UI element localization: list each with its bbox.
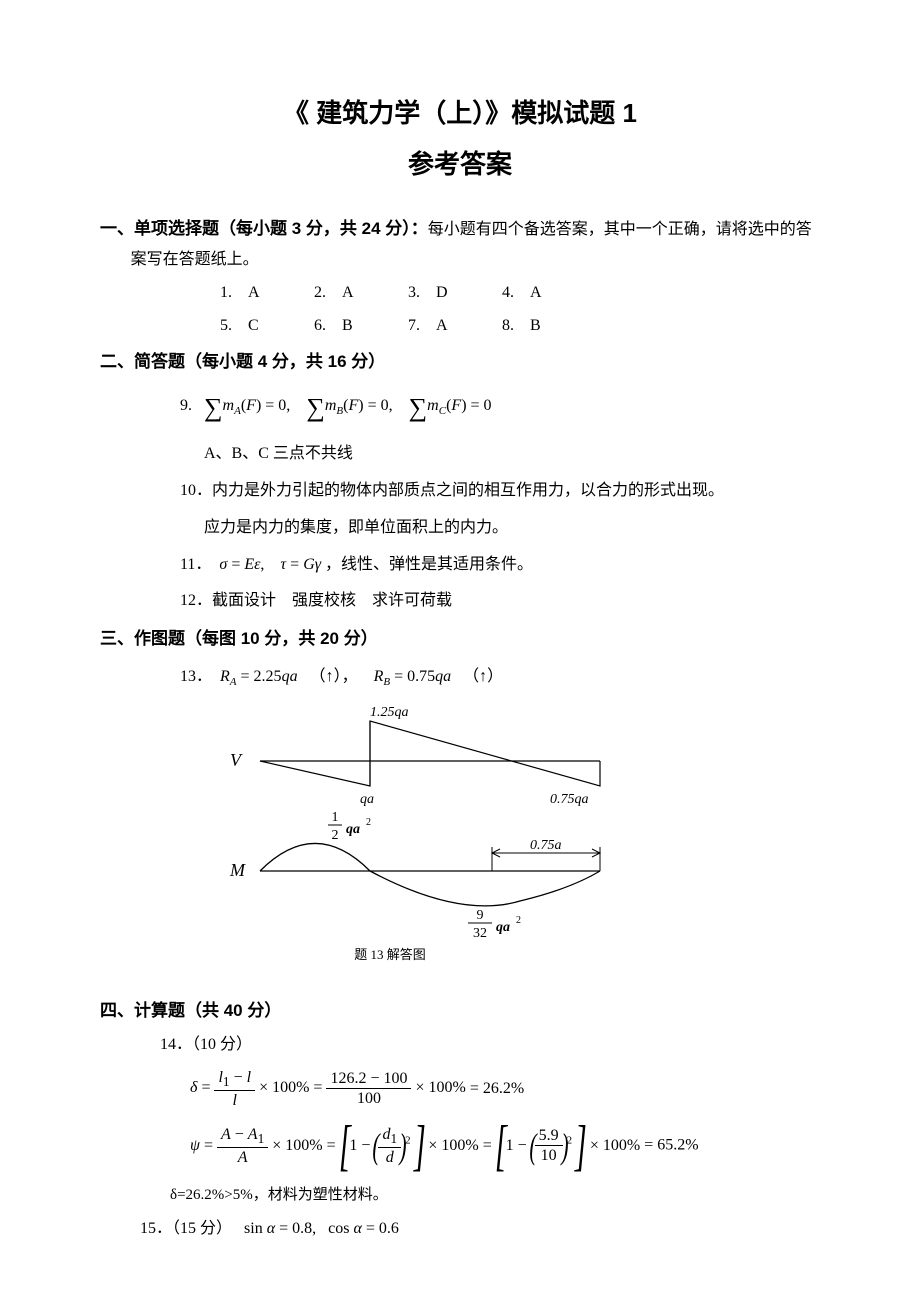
section-4-heading: 四、计算题（共 40 分）	[100, 996, 820, 1027]
page-subtitle: 参考答案	[100, 141, 820, 188]
q13-number: 13．	[180, 668, 212, 685]
q13-ra-arrow: （↑），	[310, 668, 358, 685]
q10-line1: 10．内力是外力引起的物体内部质点之间的相互作用力，以合力的形式出现。	[100, 477, 820, 506]
q4-num: 4.	[502, 279, 530, 308]
q7-ans: A	[436, 312, 498, 341]
q13-rb-arrow: （↑）	[463, 668, 503, 685]
v-qa-label: qa	[360, 792, 374, 807]
svg-text:2: 2	[332, 828, 339, 843]
q9-number: 9.	[180, 397, 192, 414]
q9-note: A、B、C 三点不共线	[100, 440, 820, 469]
q14-header: 14．（10 分）	[100, 1031, 820, 1060]
q3-ans: D	[436, 279, 498, 308]
q2-num: 2.	[314, 279, 342, 308]
section-3-heading: 三、作图题（每图 10 分，共 20 分）	[100, 624, 820, 655]
q11-line: 11． σ = Eε, τ = Gγ ，线性、弹性是其适用条件。	[100, 551, 820, 580]
q11-number: 11．	[180, 556, 211, 573]
q1-num: 1.	[220, 279, 248, 308]
q14-delta-result: = 26.2%	[470, 1079, 524, 1096]
q13-ra: RA = 2.25qa	[220, 668, 298, 685]
v-top-label: 1.25qa	[370, 705, 409, 720]
q7-num: 7.	[408, 312, 436, 341]
q14-delta-eq: δ = l1 − ll × 100% = 126.2 − 100100 × 10…	[100, 1068, 820, 1110]
q5-ans: C	[248, 312, 310, 341]
q6-num: 6.	[314, 312, 342, 341]
q6-ans: B	[342, 312, 404, 341]
svg-text:32: 32	[473, 926, 487, 941]
svg-text:qa: qa	[496, 920, 510, 935]
q12-line: 12．截面设计 强度校核 求许可荷载	[100, 587, 820, 616]
m-peak-label: 1 2 qa 2	[328, 810, 371, 843]
section-1-heading: 一、单项选择题（每小题 3 分，共 24 分）：每小题有四个备选答案，其中一个正…	[100, 214, 820, 276]
q3-num: 3.	[408, 279, 436, 308]
answer-row-2: 5.C 6.B 7.A 8.B	[100, 312, 820, 341]
svg-text:2: 2	[366, 817, 371, 828]
svg-text:1: 1	[332, 810, 339, 825]
q14-note: δ=26.2%>5%，材料为塑性材料。	[100, 1182, 820, 1209]
q9-formula: ∑mA(F) = 0, ∑mB(F) = 0, ∑mC(F) = 0	[204, 397, 492, 414]
q11-formula: σ = Eε, τ = Gγ	[219, 556, 321, 573]
section-1-bold: 一、单项选择题（每小题 3 分，共 24 分）：	[100, 219, 428, 238]
q15-formula: sin α = 0.8, cos α = 0.6	[244, 1220, 399, 1237]
m-min-label: 9 32 qa 2	[468, 908, 521, 941]
q13-line: 13． RA = 2.25qa （↑）， RB = 0.75qa （↑）	[100, 663, 820, 693]
v-axis-label: V	[230, 750, 243, 770]
q13-diagram: 1.25qa V qa 0.75qa M 1 2 qa 2 0.75a	[100, 701, 820, 941]
q5-num: 5.	[220, 312, 248, 341]
svg-text:0.75a: 0.75a	[530, 838, 562, 853]
q13-caption: 题 13 解答图	[100, 943, 820, 966]
q9-line: 9. ∑mA(F) = 0, ∑mB(F) = 0, ∑mC(F) = 0	[100, 385, 820, 432]
q15-line: 15．（15 分） sin α = 0.8, cos α = 0.6	[100, 1215, 820, 1244]
q15-number: 15．（15 分）	[140, 1220, 232, 1237]
shear-moment-diagram: 1.25qa V qa 0.75qa M 1 2 qa 2 0.75a	[200, 701, 620, 941]
svg-text:qa: qa	[346, 822, 360, 837]
m-axis-label: M	[229, 860, 246, 880]
q8-num: 8.	[502, 312, 530, 341]
q2-ans: A	[342, 279, 404, 308]
answer-row-1: 1.A 2.A 3.D 4.A	[100, 279, 820, 308]
q4-ans: A	[530, 279, 592, 308]
section-2-heading: 二、简答题（每小题 4 分，共 16 分）	[100, 347, 820, 378]
q11-tail: ，线性、弹性是其适用条件。	[321, 556, 533, 573]
q8-ans: B	[530, 312, 592, 341]
svg-text:9: 9	[477, 908, 484, 923]
q14-psi-eq: ψ = A − A1A × 100% = [1 − (d1d)2 ] × 100…	[100, 1118, 820, 1174]
svg-text:2: 2	[516, 915, 521, 926]
q14-psi-result: = 65.2%	[644, 1137, 698, 1154]
q10-line2: 应力是内力的集度，即单位面积上的内力。	[100, 514, 820, 543]
q1-ans: A	[248, 279, 310, 308]
q13-rb: RB = 0.75qa	[374, 668, 452, 685]
v-075qa-label: 0.75qa	[550, 792, 589, 807]
m-dimension: 0.75a	[492, 838, 600, 871]
page-title: 《 建筑力学（上）》模拟试题 1	[100, 90, 820, 137]
